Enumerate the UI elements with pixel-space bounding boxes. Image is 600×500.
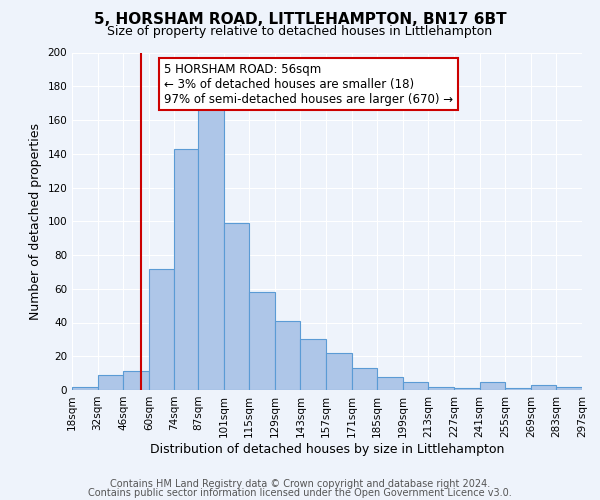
Bar: [72, 386, 98, 390]
Bar: [531, 385, 556, 390]
Bar: [250, 292, 275, 390]
X-axis label: Distribution of detached houses by size in Littlehampton: Distribution of detached houses by size …: [150, 442, 504, 456]
Bar: [98, 375, 123, 390]
Bar: [479, 382, 505, 390]
Bar: [149, 268, 175, 390]
Bar: [428, 386, 454, 390]
Bar: [198, 108, 224, 390]
Text: Size of property relative to detached houses in Littlehampton: Size of property relative to detached ho…: [107, 25, 493, 38]
Bar: [224, 223, 250, 390]
Bar: [275, 321, 301, 390]
Bar: [175, 148, 198, 390]
Bar: [505, 388, 531, 390]
Y-axis label: Number of detached properties: Number of detached properties: [29, 122, 42, 320]
Bar: [352, 368, 377, 390]
Bar: [301, 340, 326, 390]
Bar: [454, 388, 479, 390]
Text: 5 HORSHAM ROAD: 56sqm
← 3% of detached houses are smaller (18)
97% of semi-detac: 5 HORSHAM ROAD: 56sqm ← 3% of detached h…: [164, 62, 453, 106]
Bar: [377, 376, 403, 390]
Bar: [123, 372, 149, 390]
Bar: [403, 382, 428, 390]
Bar: [326, 353, 352, 390]
Text: Contains HM Land Registry data © Crown copyright and database right 2024.: Contains HM Land Registry data © Crown c…: [110, 479, 490, 489]
Bar: [556, 386, 582, 390]
Text: Contains public sector information licensed under the Open Government Licence v3: Contains public sector information licen…: [88, 488, 512, 498]
Text: 5, HORSHAM ROAD, LITTLEHAMPTON, BN17 6BT: 5, HORSHAM ROAD, LITTLEHAMPTON, BN17 6BT: [94, 12, 506, 28]
